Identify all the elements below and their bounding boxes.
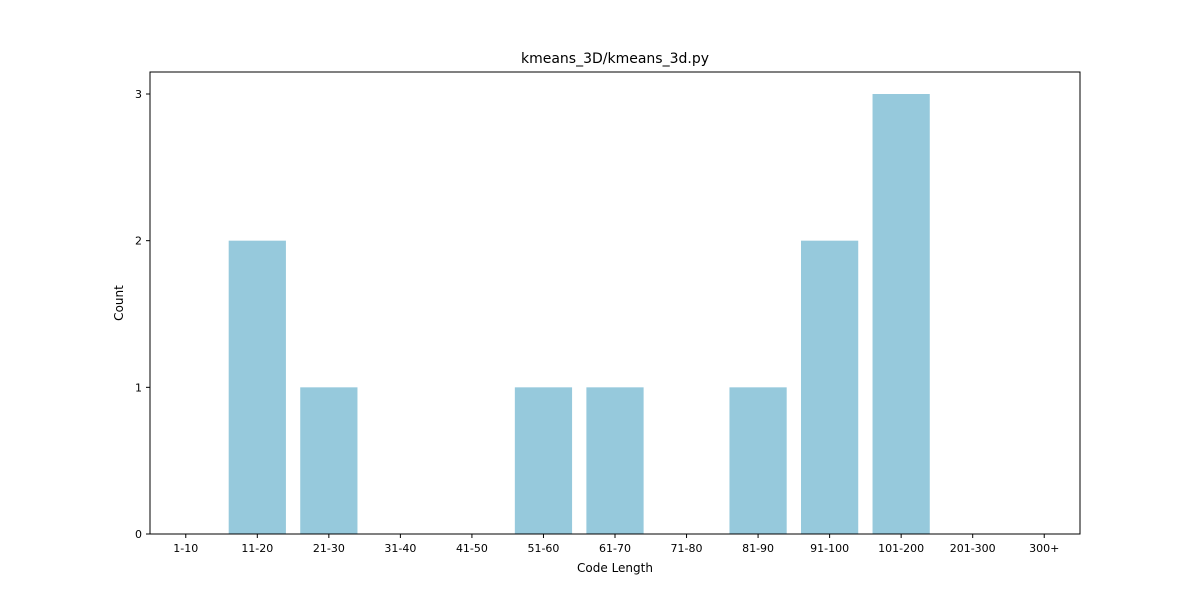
x-tick-label: 21-30 [313, 542, 345, 555]
x-tick-label: 61-70 [599, 542, 631, 555]
y-tick-label: 1 [135, 381, 142, 394]
x-axis-label: Code Length [577, 561, 653, 575]
x-tick-label: 81-90 [742, 542, 774, 555]
x-tick-label: 11-20 [241, 542, 273, 555]
x-axis: 1-10 11-20 21-30 31-40 41-50 51-60 61-70 71-80 8… [173, 534, 1059, 555]
x-tick-label: 101-200 [878, 542, 924, 555]
x-tick-label: 31-40 [384, 542, 416, 555]
bar-61-70 [586, 387, 644, 534]
x-tick-label: 300+ [1029, 542, 1059, 555]
bar-81-90 [729, 387, 787, 534]
bar-11-20 [228, 240, 286, 534]
x-tick-label: 41-50 [456, 542, 488, 555]
bar-101-200 [872, 94, 930, 534]
y-axis: 0 1 2 3 [135, 88, 150, 541]
bar-91-100 [801, 240, 859, 534]
chart-title: kmeans_3D/kmeans_3d.py [521, 51, 709, 67]
y-tick-label: 0 [135, 528, 142, 541]
y-tick-label: 3 [135, 88, 142, 101]
bars-layer [228, 94, 930, 534]
bar-51-60 [514, 387, 573, 534]
x-tick-label: 91-100 [810, 542, 849, 555]
x-tick-label: 201-300 [950, 542, 996, 555]
y-tick-label: 2 [135, 235, 142, 248]
x-tick-label: 51-60 [527, 542, 559, 555]
bar-21-30 [300, 387, 358, 534]
y-axis-label: Count [112, 285, 126, 321]
x-tick-label: 71-80 [671, 542, 703, 555]
x-tick-label: 1-10 [173, 542, 198, 555]
